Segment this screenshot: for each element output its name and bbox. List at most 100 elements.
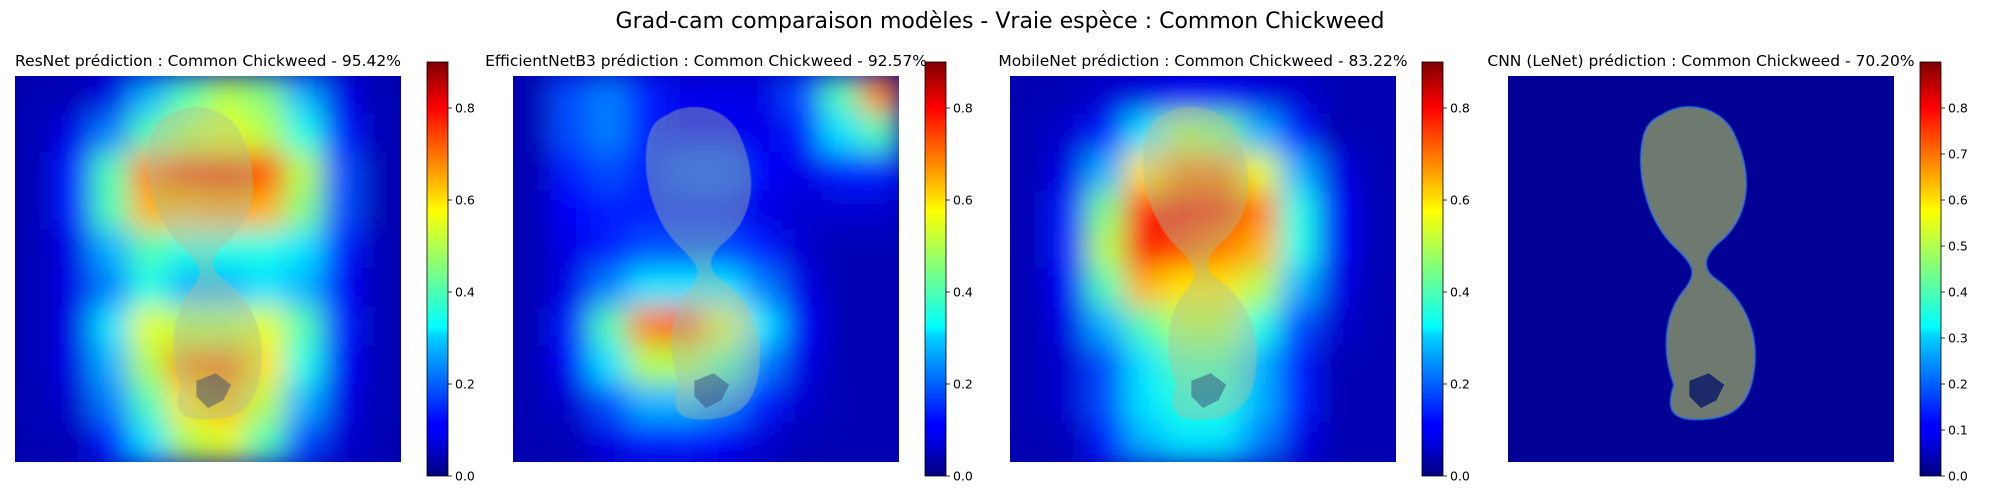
- heatmap-cell: [1317, 383, 1359, 425]
- heatmap-cell: [1584, 383, 1625, 425]
- heatmap-cell: [1545, 345, 1587, 386]
- heatmap-cell: [91, 190, 132, 232]
- heatmap-cell: [322, 113, 364, 155]
- heatmap-cell: [1584, 113, 1625, 155]
- colorbar: [925, 62, 946, 476]
- heatmap-cell: [820, 152, 862, 193]
- heatmap-cell: [820, 113, 862, 155]
- heatmap-cell: [361, 268, 401, 309]
- heatmap-cell: [1545, 229, 1587, 270]
- heatmap-cell: [627, 306, 669, 348]
- heatmap-cell: [1622, 422, 1664, 462]
- heatmap-cell: [1777, 190, 1818, 232]
- heatmap-cell: [1815, 190, 1857, 232]
- heatmap-cell: [1777, 113, 1818, 155]
- heatmap-cell: [589, 113, 630, 155]
- colorbar-frame: [426, 61, 449, 477]
- heatmap-cell: [1584, 190, 1625, 232]
- heatmap-cell: [1010, 306, 1050, 348]
- heatmap-cell: [1163, 422, 1204, 462]
- heatmap-cell: [743, 422, 785, 462]
- heatmap-cell: [1356, 306, 1396, 348]
- heatmap-cell: [782, 229, 823, 270]
- heatmap-cell: [361, 422, 401, 462]
- colorbar-tick-label: 0.8: [953, 101, 973, 116]
- heatmap-cell: [361, 113, 401, 155]
- heatmap-cell: [550, 268, 592, 309]
- heatmap-cell: [245, 190, 287, 232]
- heatmap-cell: [1240, 229, 1282, 270]
- heatmap-cell: [550, 113, 592, 155]
- heatmap-cell: [782, 190, 823, 232]
- heatmap-cell: [513, 190, 553, 232]
- heatmap-cell: [52, 383, 94, 425]
- heatmap-cell: [1356, 268, 1396, 309]
- heatmap-cell: [627, 268, 669, 309]
- heatmap-cell: [550, 152, 592, 193]
- heatmap-cell: [91, 76, 132, 116]
- colorbar-tick-label: 0.4: [953, 285, 973, 300]
- heatmap-cell: [245, 422, 287, 462]
- heatmap-cell: [1317, 152, 1359, 193]
- heatmap-cell: [1356, 345, 1396, 386]
- heatmap-cell: [361, 152, 401, 193]
- heatmap-cell: [15, 306, 55, 348]
- heatmap-cell: [1854, 229, 1894, 270]
- heatmap-cell: [129, 229, 171, 270]
- heatmap-cell: [1279, 229, 1320, 270]
- heatmap-cell: [1508, 113, 1548, 155]
- heatmap-cell: [859, 422, 899, 462]
- heatmap-cell: [91, 113, 132, 155]
- heatmap-cell: [1086, 268, 1127, 309]
- heatmap-cell: [627, 383, 669, 425]
- colorbar-frame: [924, 61, 947, 477]
- heatmap-cell: [1508, 306, 1548, 348]
- colorbar-tick-label: 0.4: [455, 285, 475, 300]
- heatmap-cell: [820, 306, 862, 348]
- heatmap-cell: [513, 268, 553, 309]
- heatmap-cell: [207, 76, 248, 116]
- heatmap-cell: [1356, 383, 1396, 425]
- colorbar-tick-label: 0.4: [1450, 285, 1470, 300]
- heatmap-cell: [1854, 190, 1894, 232]
- colorbar-frame: [1919, 61, 1942, 477]
- heatmap-cell: [129, 268, 171, 309]
- heatmap-cell: [1086, 113, 1127, 155]
- heatmap-cell: [513, 229, 553, 270]
- heatmap-cell: [15, 345, 55, 386]
- colorbar-tick-label: 0.6: [1450, 193, 1470, 208]
- heatmap-cell: [1240, 113, 1282, 155]
- heatmap-cell: [1738, 76, 1780, 116]
- heatmap-cell: [1086, 422, 1127, 462]
- heatmap-cell: [1279, 190, 1320, 232]
- heatmap-cell: [859, 229, 899, 270]
- heatmap-cell: [1279, 422, 1320, 462]
- heatmap-cell: [1508, 268, 1548, 309]
- heatmap-cell: [743, 268, 785, 309]
- colorbar-tick-label: 0.8: [1948, 101, 1968, 116]
- heatmap-cell: [1047, 383, 1089, 425]
- heatmap-cell: [52, 152, 94, 193]
- heatmap-cell: [627, 345, 669, 386]
- heatmap-cell: [1508, 76, 1548, 116]
- heatmap-cell: [1815, 383, 1857, 425]
- figure-title: Grad-cam comparaison modèles - Vraie esp…: [616, 9, 1385, 34]
- heatmap-cell: [52, 229, 94, 270]
- heatmap-cell: [743, 76, 785, 116]
- heatmap-cell: [1356, 229, 1396, 270]
- heatmap-cell: [1854, 306, 1894, 348]
- heatmap-cell: [1202, 76, 1243, 116]
- colorbar-tick-label: 0.6: [953, 193, 973, 208]
- heatmap-cell: [1240, 422, 1282, 462]
- heatmap-cell: [1738, 113, 1780, 155]
- heatmap-cell: [284, 306, 325, 348]
- heatmap-cell: [1047, 345, 1089, 386]
- heatmap-cell: [782, 76, 823, 116]
- heatmap-cell: [284, 152, 325, 193]
- heatmap-cell: [1086, 152, 1127, 193]
- colorbar-tick-label: 0.8: [455, 101, 475, 116]
- heatmap-cell: [1279, 113, 1320, 155]
- heatmap-cell: [859, 383, 899, 425]
- heatmap-cell: [782, 306, 823, 348]
